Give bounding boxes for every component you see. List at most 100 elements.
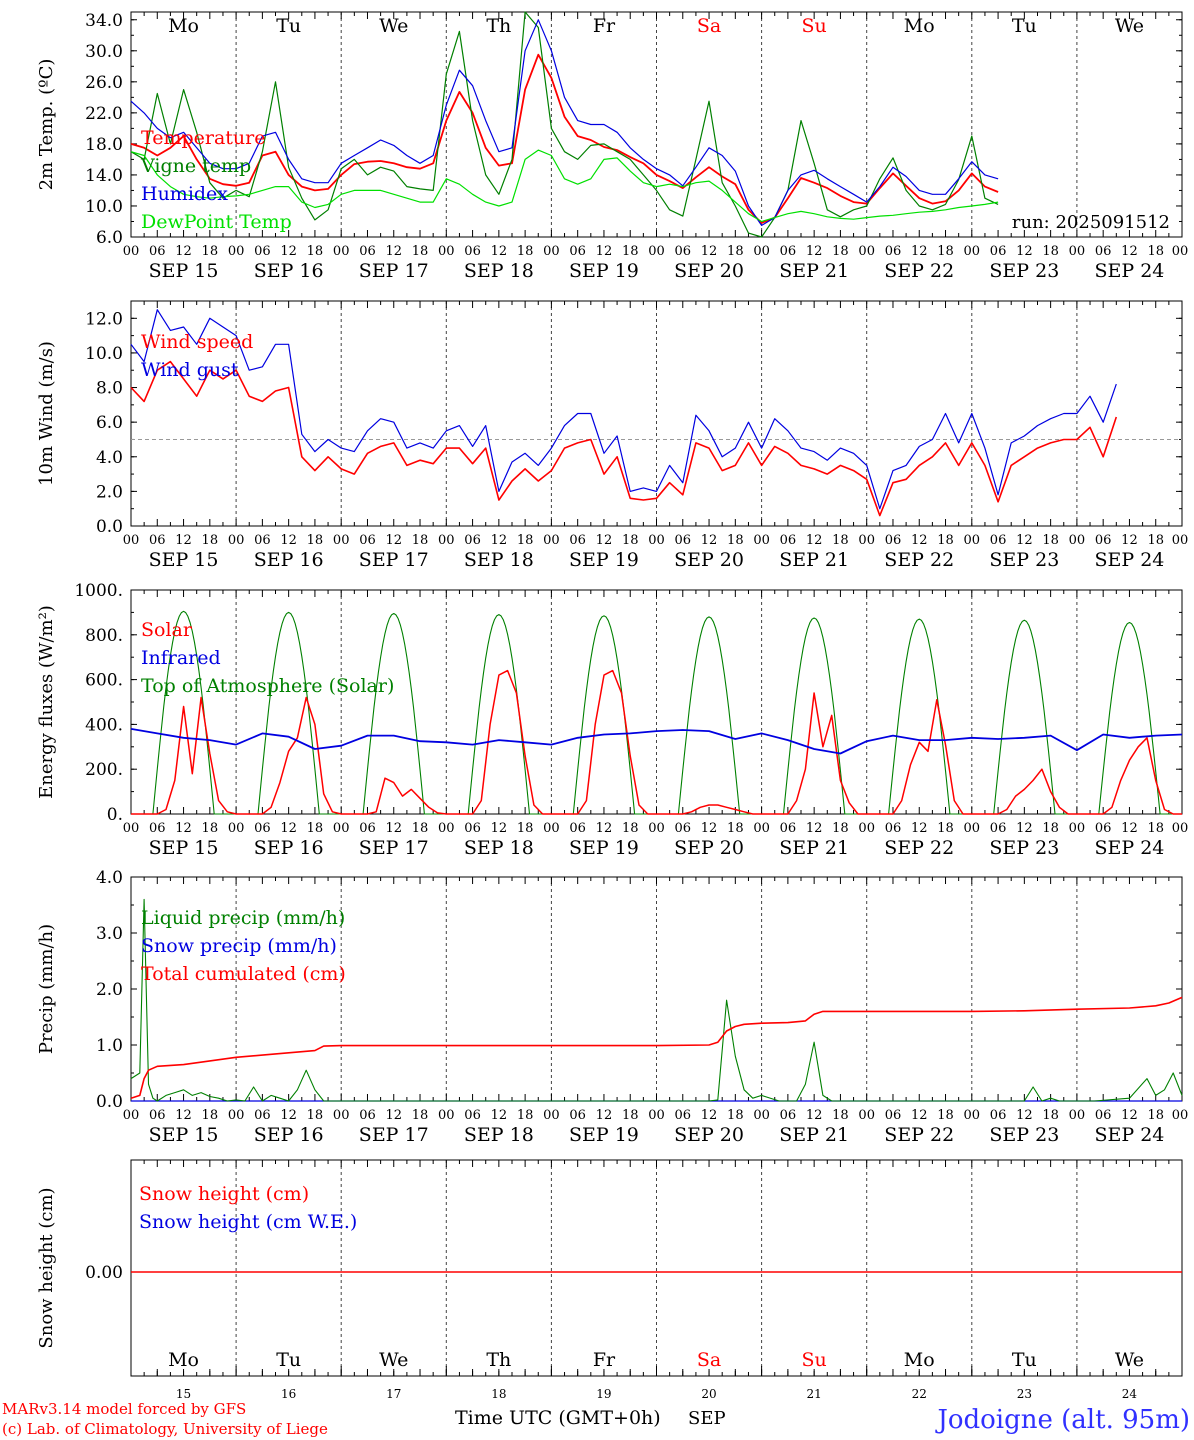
snow-weekday-label: Th [486,1349,511,1371]
energy-y-tick-label: 200. [85,760,123,780]
temp-hour-label: 00 [753,244,770,259]
temp-hour-label: 18 [202,244,219,259]
precip-legend-total-cumulated-cm-: Total cumulated (cm) [141,963,346,985]
temp-legend-humidex: Humidex [141,183,228,205]
wind-y-tick-label: 10.0 [85,344,123,364]
energy-hour-label: 06 [675,821,692,836]
wind-date-label: SEP 20 [674,549,744,571]
temp-hour-label: 00 [123,244,140,259]
snow-day-number: 15 [176,1387,191,1401]
wind-hour-label: 18 [1147,533,1164,548]
energy-hour-label: 18 [1042,821,1059,836]
snow-weekday-label: Mo [168,1349,199,1371]
precip-legend-snow-precip-mm-h-: Snow precip (mm/h) [141,935,337,957]
wind-hour-label: 12 [175,533,192,548]
temp-weekday-label: Mo [168,15,199,37]
wind-date-label: SEP 22 [884,549,954,571]
temp-weekday-label: We [1115,15,1144,37]
temp-series-vigne-temp [130,11,999,238]
precip-date-label: SEP 19 [569,1124,639,1146]
precip-hour-label: 12 [1016,1108,1033,1123]
temp-weekday-label: Tu [1012,15,1037,37]
wind-hour-label: 12 [596,533,613,548]
precip-series-total [130,996,1183,1099]
temp-hour-label: 18 [307,244,324,259]
credit-line-1: MARv3.14 model forced by GFS [2,1400,246,1418]
energy-hour-label: 12 [1016,821,1033,836]
temp-hour-label: 06 [464,244,481,259]
precip-legend-liquid-precip-mm-h-: Liquid precip (mm/h) [141,907,345,929]
precip-hour-label: 18 [727,1108,744,1123]
temp-hour-label: 12 [806,244,823,259]
temp-y-axis-label: 2m Temp. (ºC) [36,59,57,191]
temp-y-tick-label: 10.0 [85,197,123,217]
precip-hour-label: 00 [333,1108,350,1123]
snow-weekday-label: Tu [1012,1349,1037,1371]
wind-hour-label: 12 [280,533,297,548]
wind-hour-label: 06 [254,533,271,548]
precip-date-label: SEP 20 [674,1124,744,1146]
temp-date-label: SEP 20 [674,260,744,282]
precip-hour-label: 06 [780,1108,797,1123]
wind-hour-label: 00 [858,533,875,548]
energy-series-solar [131,669,1182,815]
temp-hour-label: 06 [149,244,166,259]
wind-hour-label: 18 [832,533,849,548]
temp-date-label: SEP 16 [254,260,324,282]
energy-date-label: SEP 17 [359,837,429,859]
wind-hour-label: 12 [1016,533,1033,548]
wind-y-tick-label: 2.0 [96,482,123,502]
wind-date-label: SEP 16 [254,549,324,571]
temp-hour-label: 06 [1095,244,1112,259]
wind-date-label: SEP 18 [464,549,534,571]
energy-y-tick-label: 1000. [74,581,123,601]
temp-hour-label: 18 [517,244,534,259]
temp-hour-label: 18 [1042,244,1059,259]
precip-date-label: SEP 16 [254,1124,324,1146]
snow-day-number: 24 [1122,1387,1138,1401]
precip-date-label: SEP 22 [884,1124,954,1146]
wind-y-tick-label: 8.0 [96,379,123,399]
precip-hour-label: 00 [858,1108,875,1123]
wind-hour-label: 06 [359,533,376,548]
energy-y-tick-label: 600. [85,671,123,691]
wind-legend-wind-speed: Wind speed [141,331,253,353]
precip-hour-label: 06 [1095,1108,1112,1123]
wind-hour-label: 18 [202,533,219,548]
wind-hour-label: 18 [727,533,744,548]
wind-hour-label: 00 [1069,533,1086,548]
precip-date-label: SEP 23 [989,1124,1059,1146]
energy-y-tick-label: 800. [85,626,123,646]
temp-weekday-label: We [379,15,408,37]
temp-hour-label: 00 [543,244,560,259]
wind-y-tick-label: 4.0 [96,448,123,468]
energy-y-axis-label: Energy fluxes (W/m²) [36,605,57,799]
energy-hour-label: 00 [753,821,770,836]
wind-y-tick-label: 12.0 [85,309,123,329]
temp-hour-label: 18 [937,244,954,259]
energy-y-tick-label: 0. [107,805,123,825]
precip-hour-label: 00 [1172,1108,1189,1123]
temp-hour-label: 06 [675,244,692,259]
wind-hour-label: 18 [937,533,954,548]
temp-date-label: SEP 17 [359,260,429,282]
precip-hour-label: 00 [753,1108,770,1123]
precip-hour-label: 06 [464,1108,481,1123]
precip-hour-label: 12 [1121,1108,1138,1123]
temp-y-tick-label: 30.0 [85,42,123,62]
temp-hour-label: 06 [569,244,586,259]
temp-weekday-label: Th [486,15,511,37]
temp-series-humidex [130,19,999,226]
temp-y-tick-label: 6.0 [96,228,123,248]
precip-hour-label: 00 [1069,1108,1086,1123]
snow-weekday-label: Fr [593,1349,616,1371]
temp-hour-label: 06 [885,244,902,259]
temp-date-label: SEP 18 [464,260,534,282]
temp-legend-vigne-temp: Vigne temp [140,155,251,177]
energy-date-label: SEP 19 [569,837,639,859]
temp-date-label: SEP 21 [779,260,849,282]
precip-hour-label: 18 [202,1108,219,1123]
snow-day-number: 23 [1017,1387,1032,1401]
wind-hour-label: 18 [1042,533,1059,548]
wind-y-axis-label: 10m Wind (m/s) [36,341,57,486]
